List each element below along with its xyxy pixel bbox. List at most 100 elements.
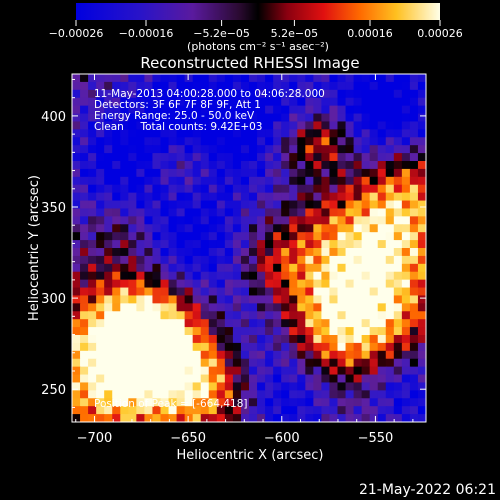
heatmap-cell bbox=[377, 145, 387, 154]
heatmap-cell bbox=[232, 342, 242, 352]
heatmap-cell bbox=[313, 137, 323, 146]
heatmap-cell bbox=[337, 200, 347, 210]
heatmap-cell bbox=[144, 240, 154, 249]
heatmap-cell bbox=[192, 184, 202, 194]
heatmap-cell bbox=[385, 263, 395, 273]
heatmap-cell bbox=[104, 287, 113, 297]
heatmap-cell bbox=[329, 145, 339, 154]
heatmap-cell bbox=[249, 192, 258, 202]
heatmap-cell bbox=[385, 374, 395, 384]
heatmap-cell bbox=[249, 255, 258, 265]
heatmap-cell bbox=[329, 216, 339, 225]
heatmap-cell bbox=[329, 89, 339, 99]
heatmap-cell bbox=[72, 74, 81, 83]
heatmap-cell bbox=[329, 224, 339, 233]
heatmap-cell bbox=[208, 398, 218, 407]
heatmap-cell bbox=[184, 303, 194, 312]
heatmap-cell bbox=[232, 319, 242, 328]
heatmap-cell bbox=[72, 358, 81, 368]
heatmap-cell bbox=[369, 168, 379, 178]
heatmap-cell bbox=[128, 358, 137, 368]
heatmap-cell bbox=[257, 279, 266, 289]
heatmap-cell bbox=[377, 129, 387, 138]
heatmap-cell bbox=[401, 295, 411, 304]
heatmap-cell bbox=[409, 374, 419, 384]
heatmap-cell bbox=[257, 382, 266, 391]
heatmap-cell bbox=[112, 414, 121, 422]
heatmap-cell bbox=[281, 74, 290, 83]
heatmap-cell bbox=[377, 176, 387, 186]
heatmap-cell bbox=[176, 192, 186, 202]
heatmap-cell bbox=[377, 161, 387, 170]
heatmap-cell bbox=[112, 255, 121, 265]
heatmap-cell bbox=[361, 129, 371, 138]
heatmap-cell bbox=[136, 121, 146, 130]
heatmap-cell bbox=[160, 335, 170, 344]
heatmap-cell bbox=[297, 216, 306, 225]
heatmap-cell bbox=[136, 358, 146, 368]
heatmap-cell bbox=[377, 232, 387, 241]
heatmap-cell bbox=[128, 240, 137, 249]
heatmap-cell bbox=[289, 121, 298, 130]
heatmap-cell bbox=[249, 105, 258, 115]
heatmap-cell bbox=[369, 224, 379, 233]
heatmap-cell bbox=[160, 311, 170, 320]
heatmap-cell bbox=[88, 263, 97, 273]
heatmap-cell bbox=[281, 279, 290, 289]
heatmap-cell bbox=[176, 137, 186, 146]
heatmap-cell bbox=[281, 200, 290, 210]
heatmap-cell bbox=[88, 105, 97, 115]
heatmap-cell bbox=[401, 271, 411, 281]
heatmap-cell bbox=[329, 327, 339, 336]
heatmap-cell bbox=[232, 192, 242, 202]
heatmap-cell bbox=[168, 390, 178, 399]
heatmap-cell bbox=[281, 216, 290, 225]
heatmap-cell bbox=[160, 358, 170, 368]
heatmap-cell bbox=[377, 303, 387, 312]
heatmap-cell bbox=[257, 335, 266, 344]
heatmap-cell bbox=[184, 271, 194, 281]
heatmap-cell bbox=[257, 311, 266, 320]
heatmap-cell bbox=[273, 287, 282, 297]
heatmap-cell bbox=[297, 366, 306, 376]
heatmap-cell bbox=[329, 113, 339, 123]
heatmap-cell bbox=[88, 414, 97, 422]
heatmap-cell bbox=[289, 295, 298, 304]
heatmap-cell bbox=[104, 224, 113, 233]
heatmap-cell bbox=[112, 208, 121, 217]
heatmap-cell bbox=[224, 414, 234, 422]
heatmap-cell bbox=[409, 342, 419, 352]
heatmap-cell bbox=[144, 335, 154, 344]
heatmap-cell bbox=[393, 366, 403, 376]
heatmap-cell bbox=[297, 137, 306, 146]
heatmap-cell bbox=[281, 295, 290, 304]
heatmap-cell bbox=[313, 232, 323, 241]
heatmap-cell bbox=[265, 168, 274, 178]
heatmap-cell bbox=[200, 105, 210, 115]
heatmap-cell bbox=[249, 406, 258, 415]
heatmap-cell bbox=[313, 145, 323, 154]
heatmap-cell bbox=[369, 406, 379, 415]
heatmap-cell bbox=[104, 184, 113, 194]
heatmap-cell bbox=[337, 248, 347, 257]
heatmap-cell bbox=[257, 113, 266, 123]
heatmap-cell bbox=[136, 137, 146, 146]
heatmap-cell bbox=[96, 240, 105, 249]
heatmap-cell bbox=[297, 390, 306, 399]
heatmap-cell bbox=[401, 390, 411, 399]
heatmap-cell bbox=[184, 414, 194, 422]
heatmap-cell bbox=[305, 382, 314, 391]
heatmap-cell bbox=[417, 208, 426, 217]
heatmap-cell bbox=[128, 105, 137, 115]
heatmap-cell bbox=[401, 311, 411, 320]
heatmap-cell bbox=[345, 319, 355, 328]
heatmap-cell bbox=[257, 121, 266, 130]
heatmap-cell bbox=[136, 335, 146, 344]
heatmap-cell bbox=[72, 192, 81, 202]
heatmap-cell bbox=[184, 374, 194, 384]
heatmap-cell bbox=[128, 145, 137, 154]
heatmap-cell bbox=[281, 390, 290, 399]
heatmap-cell bbox=[361, 342, 371, 352]
heatmap-cell bbox=[216, 184, 226, 194]
heatmap-cell bbox=[289, 232, 298, 241]
